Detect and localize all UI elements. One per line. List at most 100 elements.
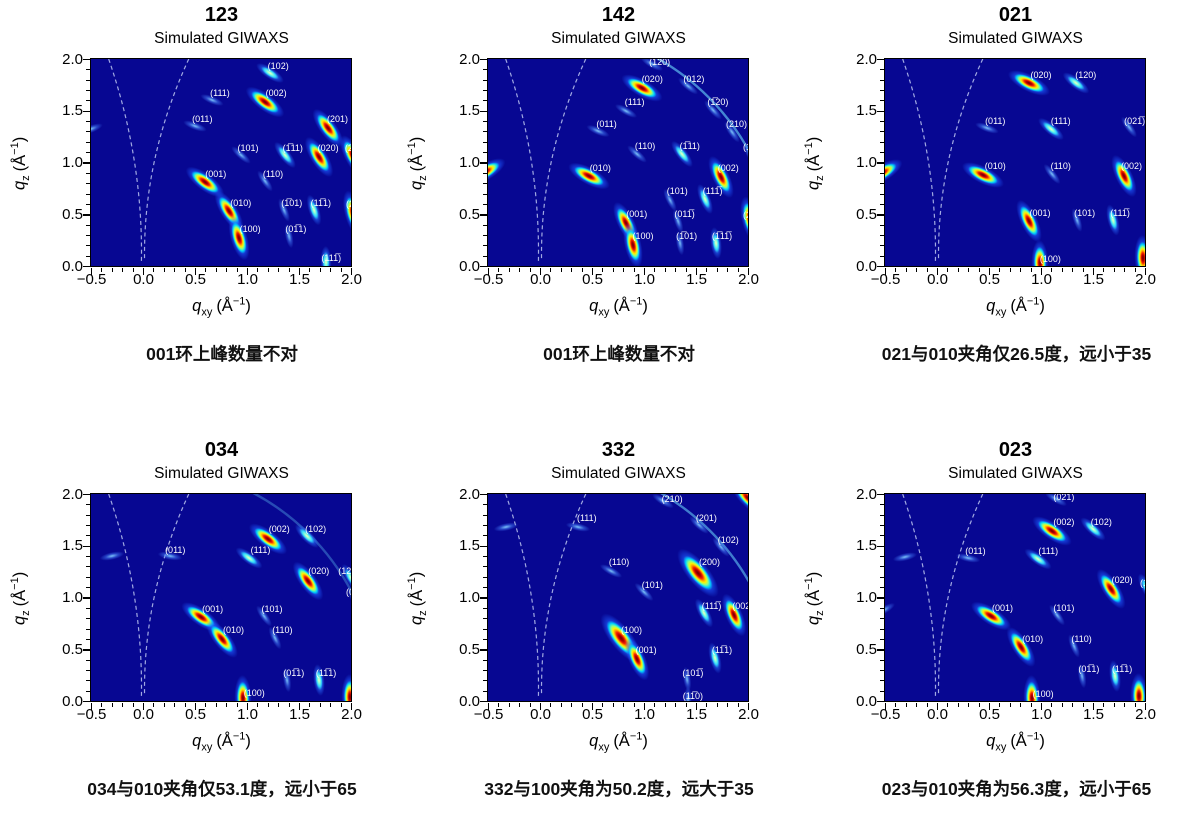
x-tick-mark <box>330 268 332 272</box>
x-tick-label: 1.0 <box>1031 706 1052 723</box>
axis-subscript: z <box>417 609 430 616</box>
y-tick-mark <box>86 587 90 589</box>
y-tick-mark <box>86 152 90 154</box>
plot-overlay <box>505 59 748 261</box>
peak-label: (010) <box>230 197 252 208</box>
x-tick-mark <box>1103 268 1105 272</box>
x-tick-mark <box>1020 703 1022 707</box>
peak-label: (100) <box>243 687 265 698</box>
y-tick-mark <box>880 525 884 527</box>
x-tick-mark <box>1051 268 1053 272</box>
axis-subscript: z <box>20 174 33 181</box>
peak-label: (01̅1) <box>1078 663 1100 674</box>
y-tick-label: 1.0 <box>459 154 480 171</box>
x-tick-mark <box>174 268 176 272</box>
missing-wedge-line <box>108 59 143 261</box>
y-tick-label: 0.5 <box>62 205 83 223</box>
y-tick-mark <box>880 556 884 558</box>
axis-subscript: z <box>20 609 33 616</box>
x-axis-label-text: qxy (Å−1) <box>192 730 251 753</box>
x-tick-mark <box>685 268 687 272</box>
x-tick-mark <box>257 268 259 272</box>
peak-label: (1 <box>1139 578 1145 588</box>
y-tick-mark <box>86 556 90 558</box>
x-tick-mark <box>1030 268 1032 272</box>
peak-label: (001) <box>202 603 224 614</box>
x-axis-label: qxy (Å−1) <box>487 727 750 759</box>
y-tick-mark <box>83 58 90 61</box>
y-tick-mark <box>880 587 884 589</box>
y-tick-mark <box>86 659 90 661</box>
x-tick-mark <box>90 703 93 710</box>
x-tick-mark <box>350 268 353 275</box>
peak-label: (001) <box>992 602 1014 613</box>
x-tick-mark <box>487 268 490 275</box>
y-tick-label: 0.5 <box>62 640 83 658</box>
plot-area: qz (Å−1) (102) (111) (002) (011) (201) (101) (1̅… <box>10 51 353 275</box>
plot-box: (002) (102) (011) (111) (020) (12 (0 (001) (101)… <box>90 493 352 702</box>
axis-subscript: xy <box>598 740 610 753</box>
y-tick-mark <box>483 690 487 692</box>
axis-unit-exponent: −1 <box>803 141 816 155</box>
panel-title: 123 <box>204 4 239 26</box>
peak-label: (111̅) <box>701 600 722 611</box>
peak-label: (1̅11) <box>282 143 303 153</box>
missing-wedge-line <box>143 59 190 261</box>
x-tick-mark <box>716 268 718 272</box>
x-tick-label: 1.0 <box>237 271 258 288</box>
x-tick-mark <box>643 703 646 710</box>
y-tick-mark <box>483 245 487 247</box>
y-tick-mark <box>483 504 487 506</box>
y-tick-mark <box>877 214 884 216</box>
axis-unit-exponent: −1 <box>9 141 22 155</box>
y-tick-mark <box>86 255 90 257</box>
y-axis-label: qz (Å−1) <box>401 58 435 268</box>
x-tick-mark <box>988 268 991 275</box>
y-tick-label: 0.0 <box>459 257 480 275</box>
y-tick-label: 2.0 <box>459 485 480 503</box>
x-tick-mark <box>581 268 583 272</box>
peak-label: (2 <box>742 210 748 221</box>
x-tick-mark <box>205 703 207 707</box>
y-tick-mark <box>880 193 884 195</box>
x-tick-mark <box>288 703 290 707</box>
axis-subscript: xy <box>598 305 610 318</box>
peak-label: (100) <box>1039 253 1061 264</box>
x-tick-mark <box>612 268 614 272</box>
x-tick-mark <box>978 703 980 707</box>
x-tick-mark <box>1061 703 1063 707</box>
x-tick-mark <box>184 703 186 707</box>
y-tick-mark <box>483 121 487 123</box>
x-tick-mark <box>111 268 113 272</box>
y-tick-mark <box>483 525 487 527</box>
x-tick-mark <box>1092 268 1095 275</box>
x-tick-mark <box>226 703 228 707</box>
y-tick-mark <box>480 110 487 112</box>
x-tick-mark <box>560 703 562 707</box>
y-tick-mark <box>83 545 90 547</box>
axis-unit-open: (Å <box>11 154 30 171</box>
x-tick-label: 1.5 <box>686 271 707 288</box>
y-tick-mark <box>86 638 90 640</box>
peak-label: (111) <box>624 97 645 108</box>
y-tick-mark <box>83 597 90 599</box>
peak-label: (12 <box>338 565 352 576</box>
x-tick-mark <box>706 703 708 707</box>
missing-wedge-line <box>505 494 540 696</box>
x-tick-mark <box>695 703 698 710</box>
x-tick-label: 0.5 <box>979 706 1000 723</box>
x-axis-label: qxy (Å−1) <box>884 292 1147 324</box>
x-tick-label: 2.0 <box>341 706 362 723</box>
plot-overlay <box>505 494 748 696</box>
x-tick-label: 1.0 <box>1031 271 1052 288</box>
y-tick-mark <box>877 700 884 703</box>
y-tick-mark <box>880 100 884 102</box>
x-tick-mark <box>1134 703 1136 707</box>
y-tick-mark <box>880 172 884 174</box>
x-axis-label-text: qxy (Å−1) <box>589 295 648 318</box>
x-tick-mark <box>664 268 666 272</box>
peak-label: (1̅11) <box>679 140 700 151</box>
x-tick-mark <box>246 268 249 275</box>
y-tick-mark <box>880 152 884 154</box>
y-axis-label: qz (Å−1) <box>4 58 38 268</box>
